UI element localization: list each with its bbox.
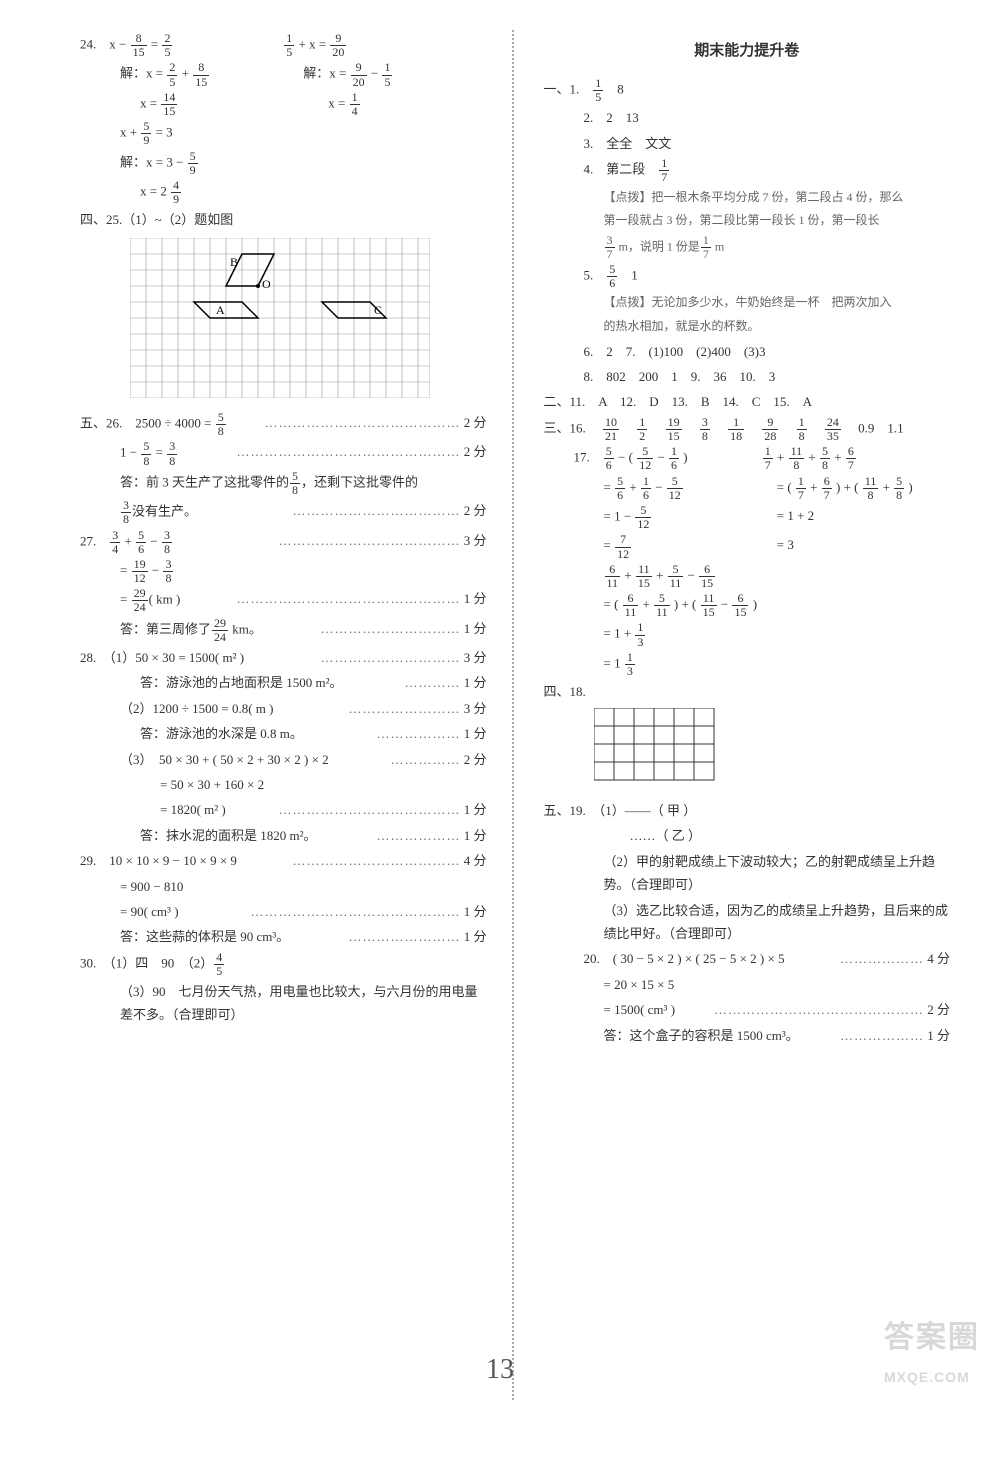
s5-19-p1a: 五、19. （1）——（ 甲 ） (544, 799, 951, 822)
s1-q3: 3. 全全 文文 (544, 132, 951, 155)
q24-eq3: x + 59 = 3 (80, 120, 487, 147)
q17b-l1: 611 + 1115 + 511 − 615 (544, 563, 951, 590)
q17b-l2: = ( 611 + 511 ) + ( 1115 − 615 ) (544, 592, 951, 619)
s1-q4-tip: 第一段就占 3 份，第二段比第一段长 1 份，第一段长 (544, 210, 951, 232)
q20-l1: 20. ( 30 − 5 × 2 ) × ( 25 − 5 × 2 ) × 5…… (544, 947, 951, 970)
s5-19-p1b: ……（ 乙 ） (544, 824, 951, 847)
q20-l3: = 1500( cm³ )……………………………………… 2 分 (544, 998, 951, 1021)
s1-q4: 4. 第二段 17 (544, 157, 951, 184)
q30-p1: 30. （1）四 90 （2）45 (80, 951, 487, 978)
q26-l2: 1 − 58 = 38 ………………………………………… 2 分 (80, 440, 487, 467)
q27-ans: 答：第三周修了2924 km。 ………………………… 1 分 (80, 617, 487, 644)
s1-q8: 8. 802 200 1 9. 36 10. 3 (544, 365, 951, 388)
q28-p3-l1: （3） 50 × 30 + ( 50 × 2 + 30 × 2 ) × 2………… (80, 748, 487, 771)
column-divider (512, 30, 514, 1400)
q28-p3-l2: = 50 × 30 + 160 × 2 (80, 773, 487, 796)
s3-q16: 三、16. 1021 12 1915 38 118 928 18 2435 0.… (544, 416, 951, 443)
s1-q4-tip: 37 m，说明 1 份是17 m (544, 234, 951, 261)
q28-p1: 28. （1）50 × 30 = 1500( m² )………………………… 3 … (80, 646, 487, 669)
q29-l2: = 900 − 810 (80, 875, 487, 898)
q24-step: 解：x = 25 + 815 解：x = 920 − 15 (80, 61, 487, 88)
left-column: 24. x − 815 = 25 15 + x = 920 解：x = 25 +… (80, 30, 507, 1400)
svg-text:C: C (374, 303, 382, 317)
q17b-l3: = 1 + 13 (544, 621, 951, 648)
page-number: 13 (486, 1345, 514, 1395)
q27-l3: = 2924( km ) ………………………………………… 1 分 (80, 587, 487, 614)
q24-step: x = 1415 x = 14 (80, 91, 487, 118)
s1-q4-tip: 【点拨】把一根木条平均分成 7 份，第二段占 4 份，那么 (544, 187, 951, 209)
q17-l3: = 1 − 512 = 1 + 2 (544, 504, 951, 531)
s5-19-p2: （2）甲的射靶成绩上下波动较大；乙的射靶成绩呈上升趋势。（合理即可） (544, 850, 951, 897)
svg-text:B: B (230, 255, 238, 269)
page: 24. x − 815 = 25 15 + x = 920 解：x = 25 +… (0, 0, 1000, 1410)
q24-eq3-s1: 解：x = 3 − 59 (80, 150, 487, 177)
s1-q5-tip: 【点拨】无论加多少水，牛奶始终是一杯 把两次加入 (544, 292, 951, 314)
watermark: 答案圈 MXQE.COM (884, 1311, 980, 1390)
q29-ans: 答：这些蒜的体积是 90 cm³。…………………… 1 分 (80, 925, 487, 948)
q27-l2: = 1912 − 38 (80, 558, 487, 585)
svg-text:O: O (262, 277, 271, 291)
s1-q6: 6. 2 7. (1)100 (2)400 (3)3 (544, 340, 951, 363)
q24: 24. x − 815 = 25 15 + x = 920 (80, 32, 487, 59)
s1-q5: 5. 56 1 (544, 263, 951, 290)
q29-l3: = 90( cm³ )……………………………………… 1 分 (80, 900, 487, 923)
q20-ans: 答：这个盒子的容积是 1500 cm³。……………… 1 分 (544, 1024, 951, 1047)
grid-figure: A B O C (130, 238, 487, 405)
s1-q2: 2. 2 13 (544, 106, 951, 129)
q26-ans2: 38没有生产。 ……………………………… 2 分 (80, 499, 487, 526)
q17b-l4: = 1 13 (544, 651, 951, 678)
q27-l1: 27. 34 + 56 − 38 ………………………………… 3 分 (80, 529, 487, 556)
q28-p1-ans: 答：游泳池的占地面积是 1500 m²。………… 1 分 (80, 671, 487, 694)
small-grid-figure (594, 708, 951, 795)
q20-l2: = 20 × 15 × 5 (544, 973, 951, 996)
right-column: 期末能力提升卷 一、1. 15 8 2. 2 13 3. 全全 文文 4. 第二… (519, 30, 951, 1400)
q26-ans1: 答：前 3 天生产了这批零件的58，还剩下这批零件的 (80, 470, 487, 497)
q17-l4: = 712 = 3 (544, 533, 951, 560)
q26-l1: 五、26. 2500 ÷ 4000 = 58 …………………………………… 2 … (80, 411, 487, 438)
svg-text:A: A (216, 303, 225, 317)
s1-q1: 一、1. 15 8 (544, 77, 951, 104)
q28-p3-l3: = 1820( m² )………………………………… 1 分 (80, 798, 487, 821)
q28-p3-ans: 答：抹水泥的面积是 1820 m²。……………… 1 分 (80, 824, 487, 847)
s4-18: 四、18. (544, 680, 951, 703)
section-4-25: 四、25.（1）~（2）题如图 (80, 208, 487, 231)
q17-l2: = 56 + 16 − 512 = ( 17 + 67 ) + ( 118 + … (544, 475, 951, 502)
q28-p2: （2）1200 ÷ 1500 = 0.8( m )…………………… 3 分 (80, 697, 487, 720)
q24-eq3-s2: x = 2 49 (80, 179, 487, 206)
q29-l1: 29. 10 × 10 × 9 − 10 × 9 × 9………………………………… (80, 849, 487, 872)
s5-19-p3: （3）选乙比较合适，因为乙的成绩呈上升趋势，且后来的成绩比甲好。（合理即可） (544, 899, 951, 946)
q28-p2-ans: 答：游泳池的水深是 0.8 m。……………… 1 分 (80, 722, 487, 745)
s1-q5-tip: 的热水相加，就是水的杯数。 (544, 316, 951, 338)
q17-l1: 17. 56 − ( 512 − 16 ) 17 + 118 + 58 + 67 (544, 445, 951, 472)
exam-title: 期末能力提升卷 (544, 38, 951, 65)
s2: 二、11. A 12. D 13. B 14. C 15. A (544, 390, 951, 413)
q30-p3: （3）90 七月份天气热，用电量也比较大，与六月份的用电量差不多。（合理即可） (80, 980, 487, 1027)
